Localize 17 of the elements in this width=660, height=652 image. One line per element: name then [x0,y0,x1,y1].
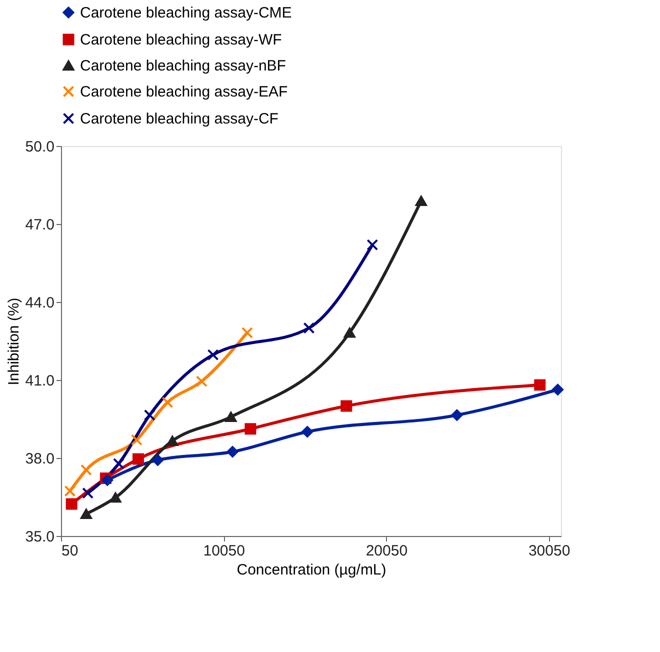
y-tick-label: 50.0 [25,138,54,156]
x-axis-title: Concentration (µg/mL) [236,562,386,578]
x-tick-label: 10050 [203,542,245,560]
y-tick-label: 38.0 [25,450,54,468]
x-tick-label: 50 [62,542,78,560]
legend-label: Carotene bleaching assay-nBF [80,58,286,74]
y-tick-label: 41.0 [25,372,54,390]
legend-label: Carotene bleaching assay-EAF [80,84,288,100]
x-tick-label: 30050 [528,542,570,560]
y-axis-title: Inhibition (%) [5,298,22,386]
legend-label: Carotene bleaching assay-WF [80,32,282,48]
legend-label: Carotene bleaching assay-CF [80,110,278,128]
legend-label: Carotene bleaching assay-CME [80,4,292,22]
y-tick-label: 47.0 [25,216,54,234]
y-tick-label: 44.0 [25,294,54,312]
x-tick-label: 20050 [366,542,408,560]
y-tick-label: 35.0 [25,528,54,546]
